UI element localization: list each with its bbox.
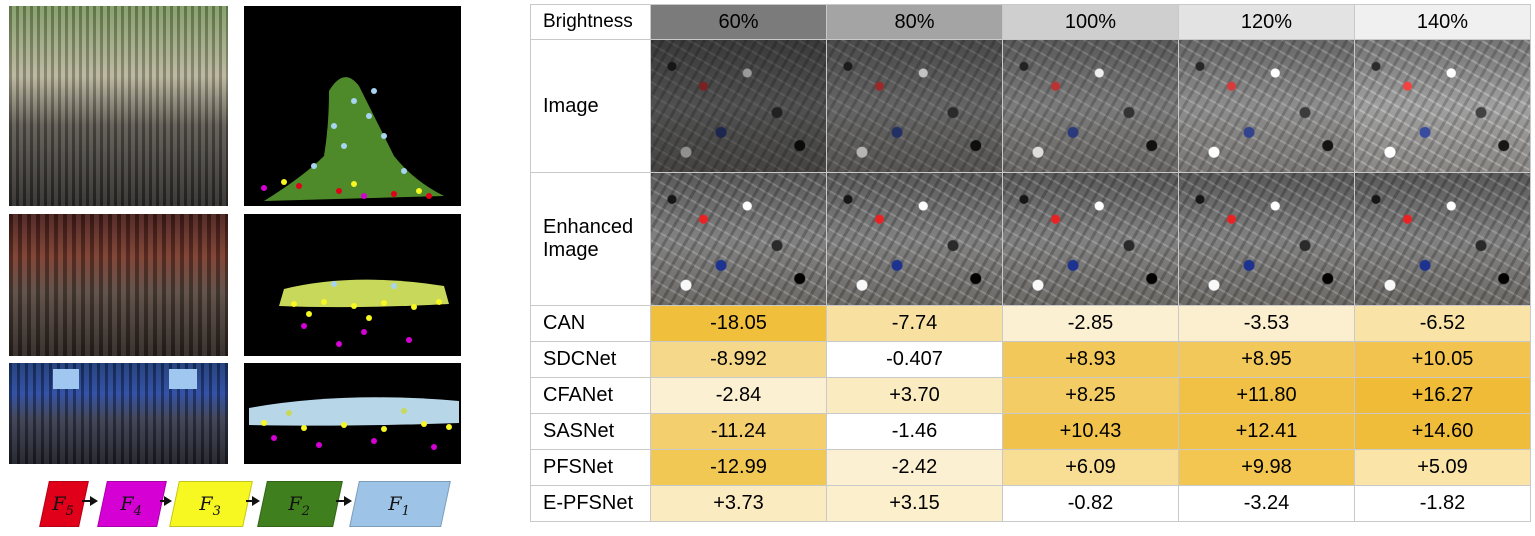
enhanced-image-row-label: Enhanced Image: [530, 172, 651, 306]
flow-arrow: [246, 496, 260, 506]
result-value: +16.27: [1354, 377, 1531, 414]
result-value: +10.43: [1002, 413, 1179, 450]
enhanced-crowd-image: [827, 173, 1002, 305]
result-value: -18.05: [650, 305, 827, 342]
flow-node-f3: F3: [169, 481, 253, 527]
result-value: -1.46: [826, 413, 1003, 450]
result-value: +8.93: [1002, 341, 1179, 378]
result-value: -2.84: [650, 377, 827, 414]
crowd-image: [1179, 40, 1354, 172]
method-name: CAN: [530, 305, 651, 342]
result-value: +9.98: [1178, 449, 1355, 486]
density-map-indoor: [244, 214, 461, 356]
result-value: +6.09: [1002, 449, 1179, 486]
density-map-concert: [244, 363, 461, 464]
crowd-image-cell: [1002, 39, 1179, 173]
result-value: +3.73: [650, 485, 827, 522]
flow-arrow: [336, 496, 352, 506]
result-value: -2.42: [826, 449, 1003, 486]
result-value: +3.70: [826, 377, 1003, 414]
result-value: -2.85: [1002, 305, 1179, 342]
flow-node-f2: F2: [257, 481, 343, 527]
crowd-image: [651, 40, 826, 172]
brightness-level: 60%: [650, 4, 827, 40]
flow-node-f5: F5: [39, 481, 89, 527]
result-value: +5.09: [1354, 449, 1531, 486]
crowd-image: [1355, 40, 1530, 172]
method-name: SASNet: [530, 413, 651, 450]
enhanced-label-line1: Enhanced: [543, 216, 634, 238]
result-value: -8.992: [650, 341, 827, 378]
enhanced-crowd-image: [1003, 173, 1178, 305]
crowd-image-cell: [1354, 39, 1531, 173]
method-name: E-PFSNet: [530, 485, 651, 522]
crowd-image: [1003, 40, 1178, 172]
enhanced-image-row: Enhanced Image: [530, 172, 1531, 306]
method-name: PFSNet: [530, 449, 651, 486]
flow-arrow: [82, 496, 98, 506]
crowd-photo-indoor: [9, 214, 228, 356]
method-row-cfanet: CFANet -2.84 +3.70 +8.25 +11.80 +16.27: [530, 377, 1531, 414]
image-row-label: Image: [530, 39, 651, 173]
enhanced-crowd-image: [651, 173, 826, 305]
enhanced-image-cell: [650, 172, 827, 306]
flow-node-f4: F4: [97, 481, 167, 527]
crowd-image-cell: [1178, 39, 1355, 173]
crowd-image-cell: [826, 39, 1003, 173]
result-value: +14.60: [1354, 413, 1531, 450]
result-value: +8.95: [1178, 341, 1355, 378]
density-points-concert: [249, 397, 459, 450]
result-value: -3.53: [1178, 305, 1355, 342]
method-row-sdcnet: SDCNet -8.992 -0.407 +8.93 +8.95 +10.05: [530, 341, 1531, 378]
enhanced-label-line2: Image: [543, 239, 599, 261]
flow-arrow: [160, 496, 172, 506]
result-value: -0.407: [826, 341, 1003, 378]
result-value: -11.24: [650, 413, 827, 450]
method-name: CFANet: [530, 377, 651, 414]
result-value: +10.05: [1354, 341, 1531, 378]
enhanced-image-cell: [826, 172, 1003, 306]
crowd-photo-street: [9, 6, 228, 206]
result-value: +3.15: [826, 485, 1003, 522]
density-points-street: [261, 77, 444, 201]
brightness-level: 100%: [1002, 4, 1179, 40]
feature-flow-diagram: F5 F4 F3 F2 F1: [39, 481, 451, 527]
enhanced-image-cell: [1178, 172, 1355, 306]
result-value: -12.99: [650, 449, 827, 486]
enhanced-image-cell: [1002, 172, 1179, 306]
result-value: -1.82: [1354, 485, 1531, 522]
enhanced-crowd-image: [1179, 173, 1354, 305]
brightness-results-table: Brightness 60% 80% 100% 120% 140% Image …: [530, 4, 1531, 522]
header-label: Brightness: [530, 4, 651, 40]
method-name: SDCNet: [530, 341, 651, 378]
header-row: Brightness 60% 80% 100% 120% 140%: [530, 4, 1531, 40]
result-value: +12.41: [1178, 413, 1355, 450]
method-row-sasnet: SASNet -11.24 -1.46 +10.43 +12.41 +14.60: [530, 413, 1531, 450]
result-value: -6.52: [1354, 305, 1531, 342]
flow-node-f1: F1: [349, 481, 451, 527]
brightness-level: 80%: [826, 4, 1003, 40]
image-row: Image: [530, 39, 1531, 173]
crowd-photo-concert: [9, 363, 228, 464]
brightness-level: 120%: [1178, 4, 1355, 40]
density-map-street: [244, 6, 461, 206]
crowd-image: [827, 40, 1002, 172]
method-row-can: CAN -18.05 -7.74 -2.85 -3.53 -6.52: [530, 305, 1531, 342]
density-points-indoor: [279, 279, 449, 347]
enhanced-image-cell: [1354, 172, 1531, 306]
result-value: -0.82: [1002, 485, 1179, 522]
result-value: +8.25: [1002, 377, 1179, 414]
crowd-image-cell: [650, 39, 827, 173]
enhanced-crowd-image: [1355, 173, 1530, 305]
brightness-level: 140%: [1354, 4, 1531, 40]
result-value: -3.24: [1178, 485, 1355, 522]
result-value: -7.74: [826, 305, 1003, 342]
method-row-pfsnet: PFSNet -12.99 -2.42 +6.09 +9.98 +5.09: [530, 449, 1531, 486]
method-row-e-pfsnet: E-PFSNet +3.73 +3.15 -0.82 -3.24 -1.82: [530, 485, 1531, 522]
result-value: +11.80: [1178, 377, 1355, 414]
